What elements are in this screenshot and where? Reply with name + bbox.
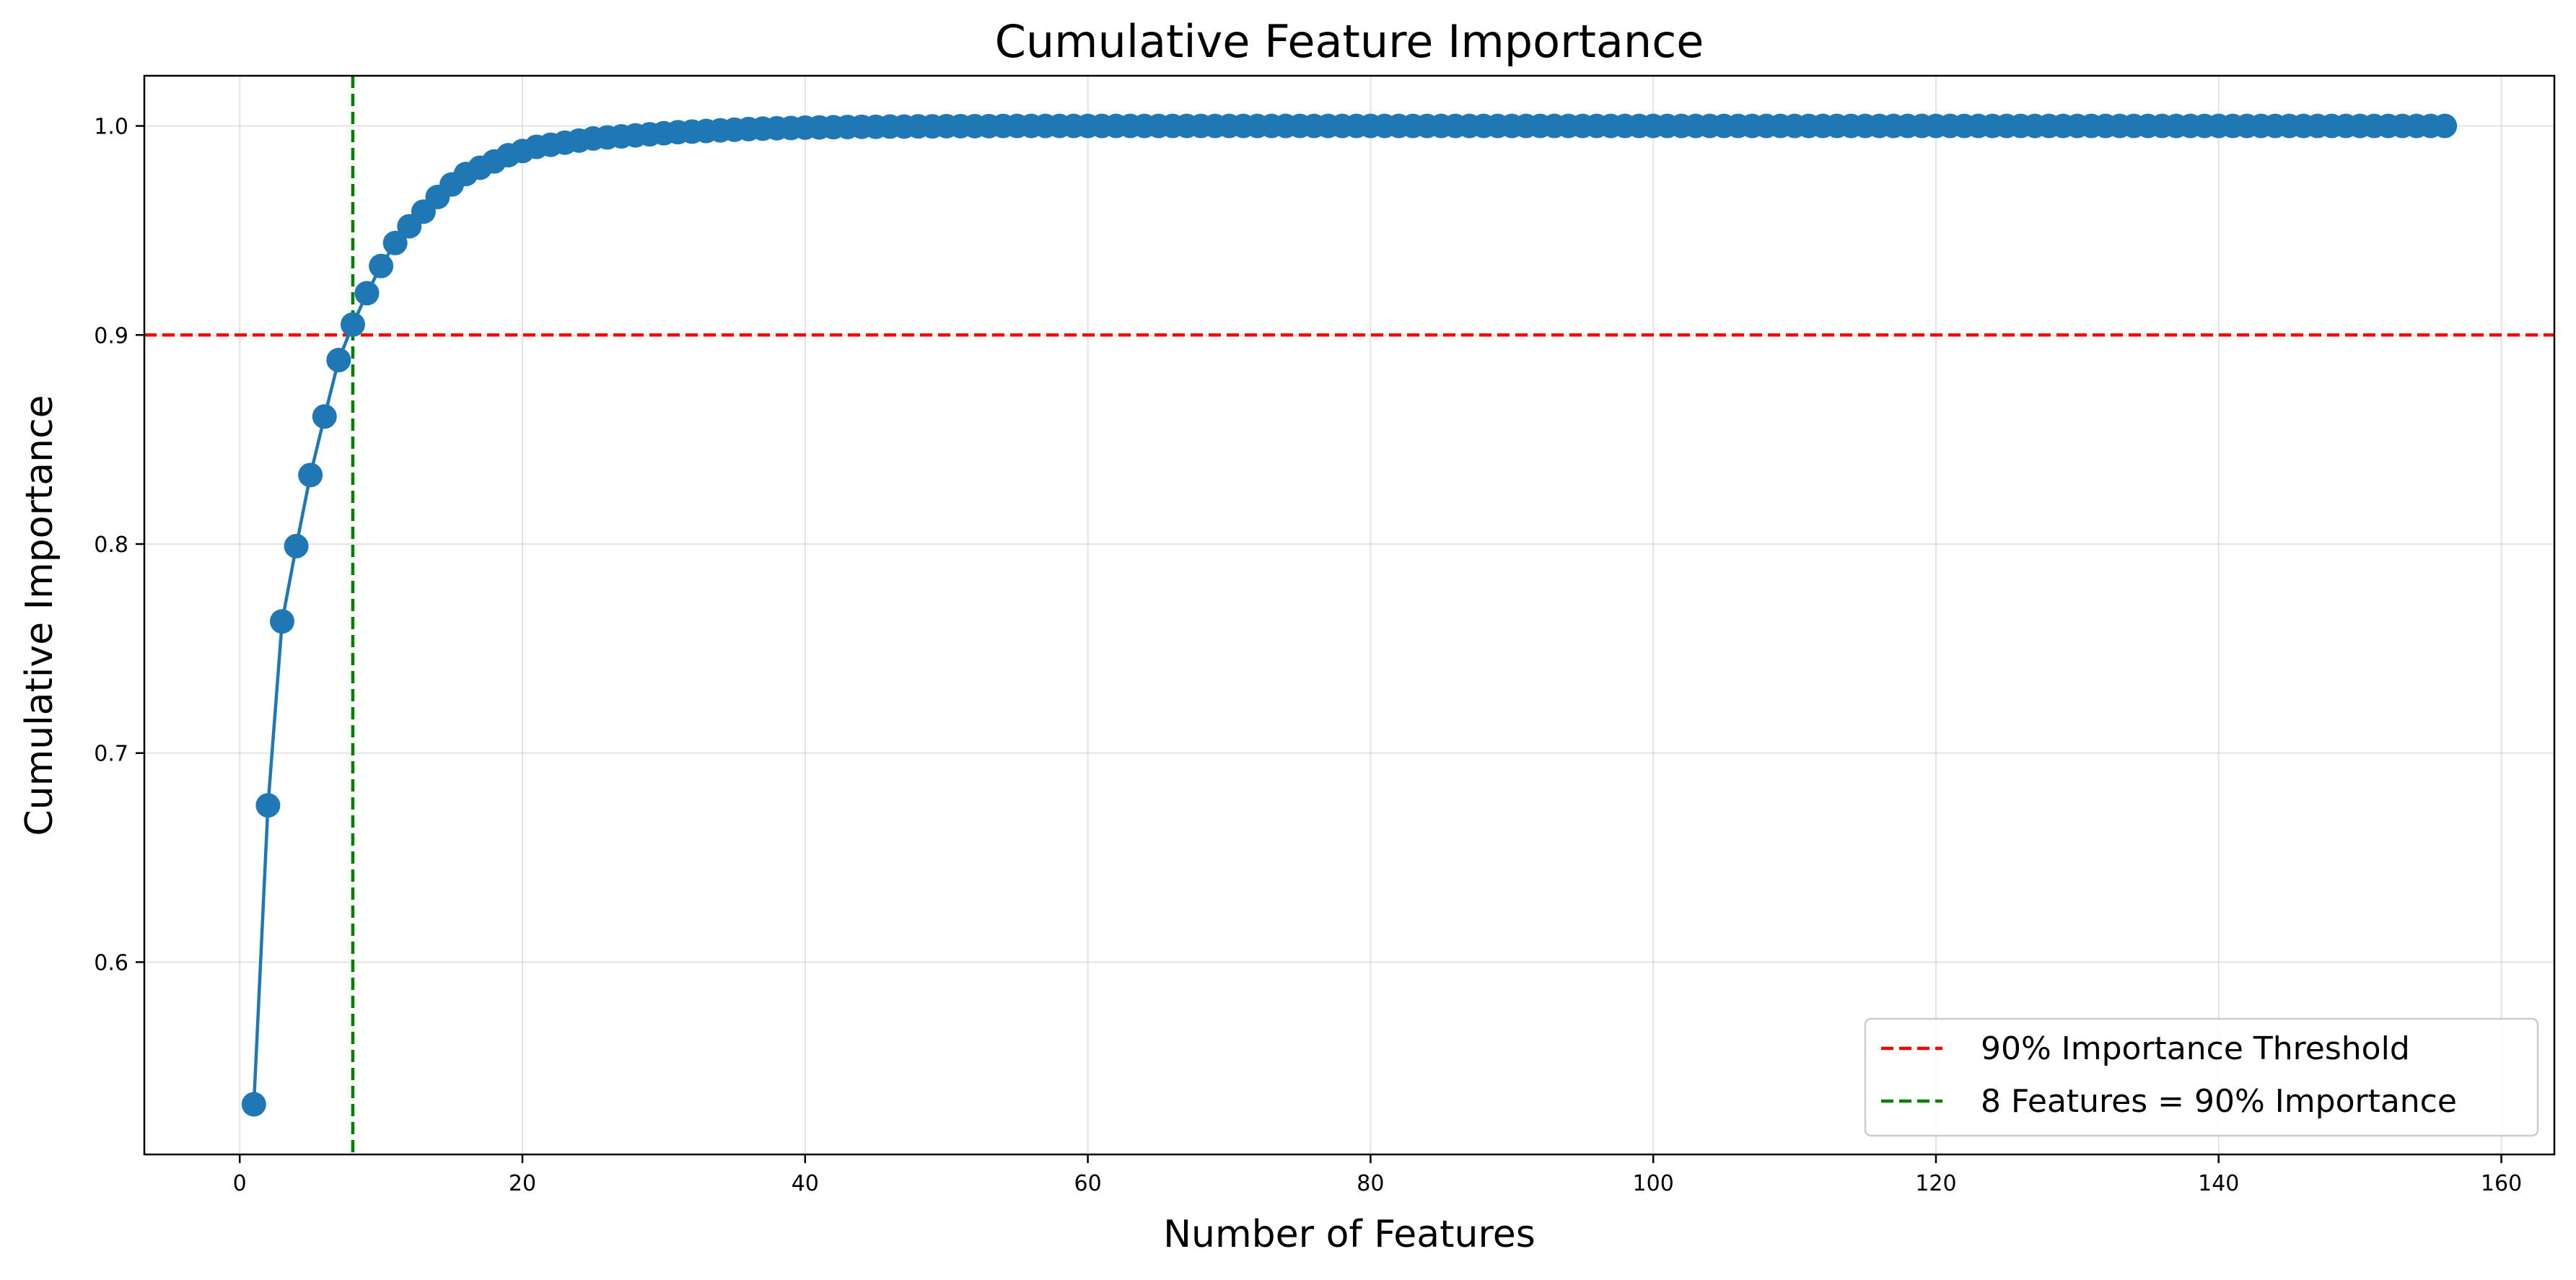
y-axis-title: Cumulative Importance <box>18 395 61 836</box>
x-tick-label: 0 <box>233 1171 247 1196</box>
data-point <box>369 253 394 279</box>
data-point <box>312 404 337 429</box>
y-tick-label: 0.6 <box>94 950 128 976</box>
y-axis-ticks: 0.6 0.7 0.8 0.9 1.0 <box>94 115 144 976</box>
chart-title: Cumulative Feature Importance <box>995 15 1704 68</box>
data-point <box>241 1092 266 1117</box>
data-points <box>241 113 2458 1117</box>
y-tick-label: 0.7 <box>94 742 128 767</box>
x-tick-label: 60 <box>1074 1171 1102 1196</box>
data-point <box>255 793 281 818</box>
x-axis-ticks: 0 20 40 60 80 100 120 140 160 <box>233 1154 2522 1196</box>
reference-lines <box>144 76 2554 1154</box>
x-tick-label: 140 <box>2198 1171 2239 1196</box>
y-tick-label: 0.9 <box>94 323 128 349</box>
y-tick-label: 1.0 <box>94 115 128 140</box>
x-tick-label: 100 <box>1633 1171 1674 1196</box>
data-point <box>326 348 351 373</box>
legend-label: 90% Importance Threshold <box>1981 1030 2410 1067</box>
legend-box <box>1864 1017 2539 1137</box>
x-axis-title: Number of Features <box>1163 1213 1535 1256</box>
x-tick-label: 20 <box>509 1171 536 1196</box>
data-point <box>298 463 323 488</box>
data-point <box>340 312 365 337</box>
y-tick-label: 0.8 <box>94 532 128 558</box>
x-tick-label: 40 <box>792 1171 819 1196</box>
data-point <box>2432 113 2458 139</box>
legend: 90% Importance Threshold 8 Features = 90%… <box>1864 1017 2539 1137</box>
plot-frame <box>143 74 2556 1156</box>
x-tick-label: 80 <box>1357 1171 1384 1196</box>
series-line-group <box>252 124 2445 1105</box>
data-point <box>284 533 309 558</box>
x-tick-label: 120 <box>1915 1171 1956 1196</box>
legend-label: 8 Features = 90% Importance <box>1981 1083 2457 1120</box>
x-tick-label: 160 <box>2481 1171 2522 1196</box>
data-point <box>382 230 408 255</box>
grid <box>144 76 2554 1154</box>
series-line <box>252 124 2445 1105</box>
data-point <box>354 281 380 306</box>
data-point <box>269 609 294 634</box>
